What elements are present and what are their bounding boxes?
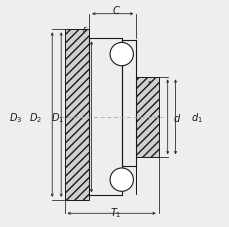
Text: C: C bbox=[112, 7, 119, 17]
Bar bbox=[136, 76, 158, 157]
Text: $D_2$: $D_2$ bbox=[29, 111, 42, 125]
Circle shape bbox=[110, 168, 133, 191]
Text: $T_1$: $T_1$ bbox=[110, 206, 121, 220]
Bar bbox=[89, 38, 121, 195]
Bar bbox=[121, 39, 136, 68]
Bar bbox=[89, 38, 121, 69]
Text: $D_3$: $D_3$ bbox=[8, 111, 22, 125]
Text: $D_1$: $D_1$ bbox=[51, 111, 64, 125]
Circle shape bbox=[110, 42, 133, 66]
Text: r: r bbox=[147, 79, 151, 88]
Bar bbox=[121, 166, 136, 194]
Text: $d$: $d$ bbox=[172, 112, 180, 124]
Text: $d_1$: $d_1$ bbox=[190, 111, 202, 125]
Text: r: r bbox=[83, 25, 86, 34]
Bar bbox=[121, 38, 136, 195]
Bar bbox=[89, 165, 121, 195]
Bar bbox=[64, 30, 89, 200]
